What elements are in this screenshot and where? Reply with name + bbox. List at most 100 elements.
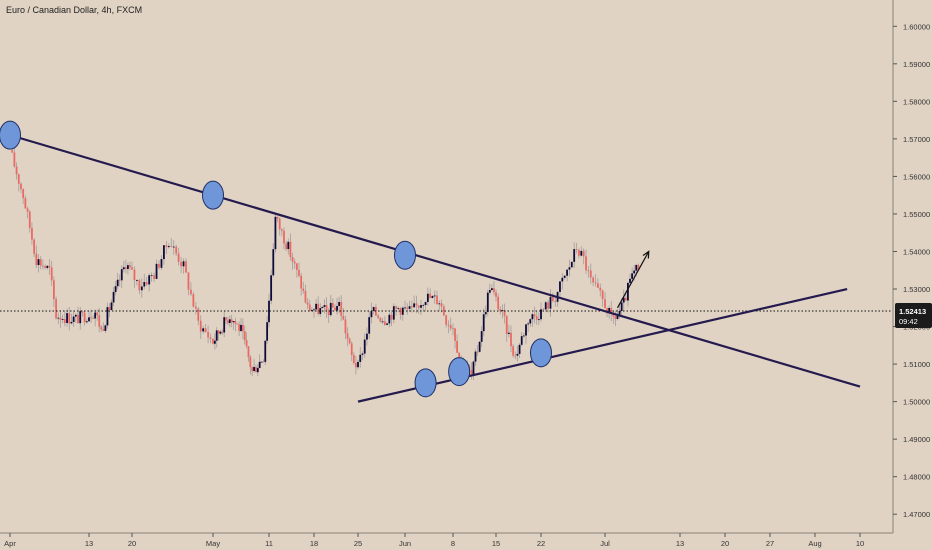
bear-candle [283, 230, 285, 244]
bear-candle [298, 269, 300, 276]
bear-candle [308, 304, 311, 311]
bull-candle [72, 316, 75, 322]
bull-candle [228, 319, 231, 323]
bear-candle [249, 356, 252, 368]
price-axis-label: 1.60000 [903, 22, 930, 31]
bull-candle [66, 313, 68, 324]
bear-candle [175, 246, 178, 254]
bear-candle [406, 307, 409, 309]
bear-candle [505, 315, 508, 334]
time-axis-label: 27 [766, 539, 774, 548]
bear-candle [497, 296, 500, 310]
bear-candle [503, 310, 506, 316]
bear-candle [108, 307, 111, 311]
bull-candle [215, 330, 218, 341]
bull-candle [620, 302, 623, 311]
bear-candle [42, 265, 44, 267]
bull-candle [570, 261, 573, 268]
bear-candle [352, 354, 355, 364]
bear-candle [262, 361, 265, 363]
price-axis-label: 1.54000 [903, 247, 930, 256]
bull-candle [104, 325, 107, 331]
bull-candle [381, 321, 384, 323]
bull-candle [287, 241, 290, 250]
price-axis-label: 1.50000 [903, 398, 930, 407]
bear-candle [350, 343, 353, 355]
bull-candle [253, 367, 255, 371]
bear-candle [624, 297, 627, 301]
bull-candle [635, 264, 638, 271]
bull-candle [386, 323, 388, 325]
bear-candle [28, 211, 31, 229]
bear-candle [234, 321, 237, 324]
bull-candle [172, 246, 175, 248]
bear-candle [204, 328, 207, 333]
bear-candle [59, 317, 62, 320]
bull-candle [232, 321, 235, 323]
price-axis-label: 1.58000 [903, 97, 930, 106]
bear-candle [197, 308, 200, 321]
price-axis-label: 1.55000 [903, 210, 930, 219]
bull-candle [313, 309, 315, 311]
bull-candle [359, 354, 362, 362]
bull-candle [426, 293, 429, 302]
bull-candle [507, 332, 510, 334]
price-axis-label: 1.56000 [903, 172, 930, 181]
bull-candle [260, 361, 263, 363]
bear-candle [241, 324, 244, 332]
bull-candle [491, 288, 493, 291]
bull-candle [223, 317, 226, 333]
bear-candle [493, 288, 495, 293]
bull-candle [150, 275, 153, 277]
bear-candle [395, 306, 397, 309]
bull-candle [633, 270, 636, 274]
time-axis-label: 13 [676, 539, 684, 548]
bear-candle [476, 351, 479, 353]
forecast-arrow-head [642, 250, 650, 259]
bear-candle [383, 321, 386, 325]
time-axis-label: 20 [721, 539, 729, 548]
price-axis-label: 1.48000 [903, 473, 930, 482]
bear-candle [306, 302, 309, 305]
bear-candle [594, 282, 597, 284]
bull-candle [478, 341, 481, 352]
price-tag-countdown: 09:42 [899, 317, 918, 326]
bull-candle [529, 319, 532, 324]
bear-candle [410, 306, 413, 308]
bull-candle [338, 301, 341, 307]
bull-candle [140, 286, 143, 291]
bull-candle [163, 245, 165, 260]
bull-candle [270, 275, 273, 301]
bear-candle [26, 208, 29, 212]
bull-candle [213, 340, 216, 344]
bear-candle [207, 332, 209, 338]
bear-candle [554, 300, 557, 302]
bear-candle [96, 312, 99, 316]
bear-candle [582, 250, 585, 257]
bull-candle [544, 302, 547, 310]
bear-candle [331, 302, 334, 308]
bear-candle [340, 301, 343, 317]
bear-candle [63, 319, 66, 324]
bull-candle [618, 310, 621, 316]
bear-candle [599, 287, 602, 291]
bull-candle [160, 259, 163, 268]
bear-candle [293, 261, 296, 264]
bear-candle [52, 280, 55, 300]
bear-candle [217, 330, 220, 334]
bear-candle [592, 277, 595, 283]
time-axis-label: 20 [128, 539, 136, 548]
time-axis-label: 8 [451, 539, 455, 548]
bull-candle [256, 367, 259, 373]
bull-candle [370, 310, 373, 318]
bull-candle [268, 300, 270, 323]
bear-candle [346, 333, 349, 339]
touch-marker [0, 120, 21, 150]
bull-candle [525, 324, 527, 336]
bear-candle [585, 256, 587, 271]
price-tag [895, 303, 932, 329]
time-axis-label: 22 [537, 539, 545, 548]
bull-candle [143, 281, 146, 287]
bull-candle [486, 292, 489, 313]
